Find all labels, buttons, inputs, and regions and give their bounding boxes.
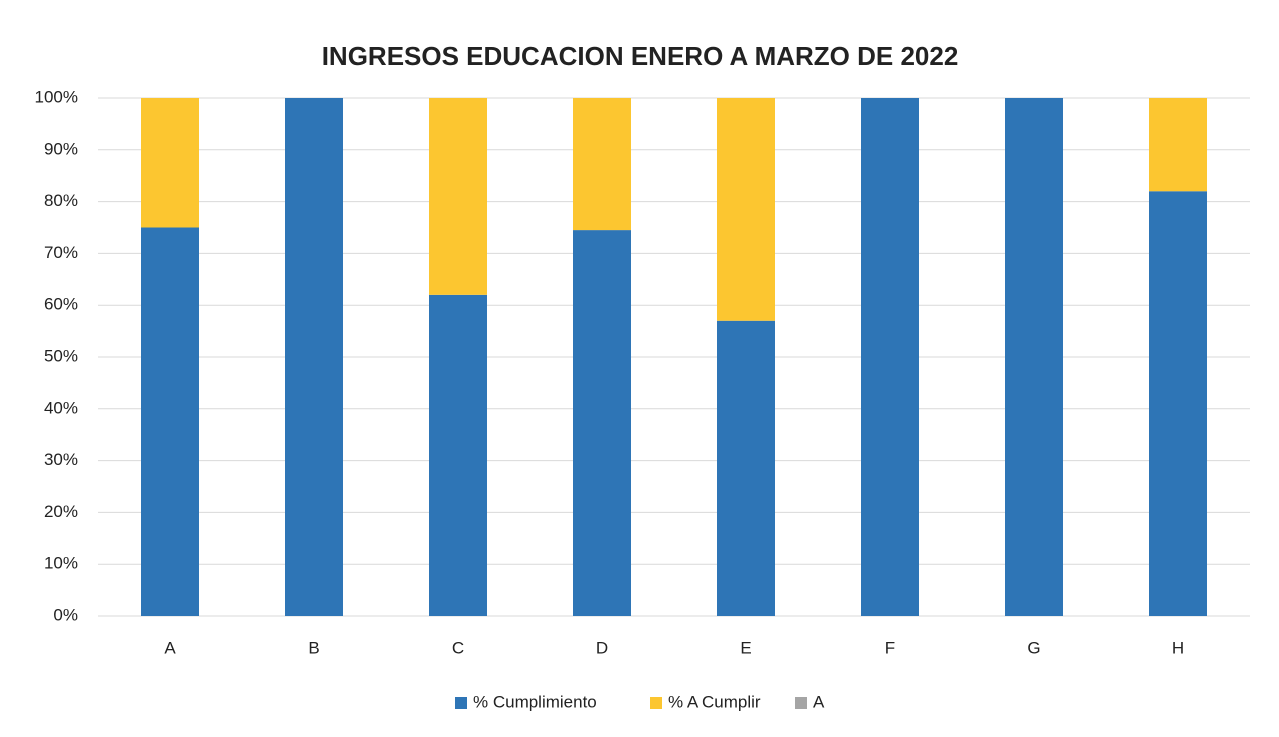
- x-tick-label: H: [1172, 638, 1184, 657]
- bar-segment: [1005, 98, 1063, 616]
- x-tick-label: F: [885, 638, 895, 657]
- y-tick-label: 90%: [44, 139, 78, 158]
- x-tick-label: E: [740, 638, 751, 657]
- y-tick-label: 70%: [44, 243, 78, 262]
- bar-segment: [429, 98, 487, 295]
- bar-segment: [573, 98, 631, 231]
- legend-swatch: [455, 697, 467, 709]
- legend-label: % Cumplimiento: [473, 692, 597, 711]
- x-tick-label: B: [308, 638, 319, 657]
- bar-segment: [429, 294, 487, 616]
- y-tick-label: 100%: [35, 87, 78, 106]
- y-tick-label: 10%: [44, 554, 78, 573]
- y-tick-label: 50%: [44, 346, 78, 365]
- bar-segment: [573, 230, 631, 616]
- bar-segment: [1149, 191, 1207, 617]
- bar-segment: [717, 320, 775, 616]
- y-tick-label: 30%: [44, 450, 78, 469]
- bar-segment: [717, 98, 775, 321]
- x-tick-label: G: [1027, 638, 1040, 657]
- chart-title: INGRESOS EDUCACION ENERO A MARZO DE 2022: [322, 41, 959, 71]
- x-tick-label: C: [452, 638, 464, 657]
- x-tick-label: D: [596, 638, 608, 657]
- legend-label: % A Cumplir: [668, 692, 761, 711]
- y-tick-label: 0%: [53, 605, 78, 624]
- bar-segment: [861, 98, 919, 616]
- bar-segment: [141, 227, 199, 616]
- legend-swatch: [650, 697, 662, 709]
- legend-swatch: [795, 697, 807, 709]
- bar-segment: [1149, 98, 1207, 192]
- bar-segment: [141, 98, 199, 228]
- y-tick-label: 40%: [44, 398, 78, 417]
- x-tick-label: A: [164, 638, 176, 657]
- y-tick-label: 60%: [44, 295, 78, 314]
- legend-label: A: [813, 692, 825, 711]
- y-tick-label: 20%: [44, 502, 78, 521]
- y-tick-label: 80%: [44, 191, 78, 210]
- bar-segment: [285, 98, 343, 616]
